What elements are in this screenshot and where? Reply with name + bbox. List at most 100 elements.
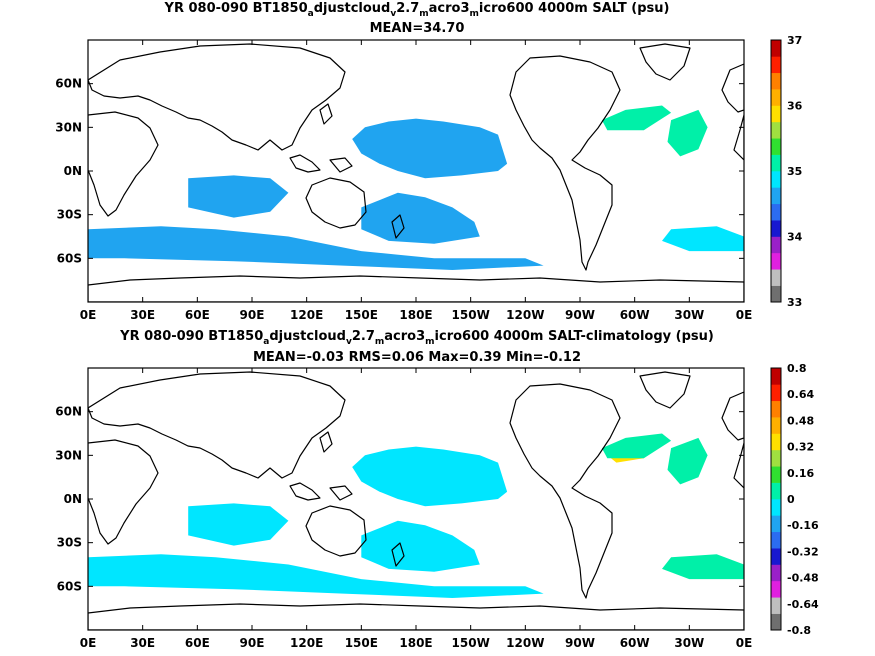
salinity-field — [88, 105, 744, 270]
title-top: YR 080-090 BT1850adjustcloudv2.7macro3mi… — [164, 1, 670, 19]
colorbar-swatch — [771, 384, 781, 402]
colorbar-tick-label: -0.8 — [787, 624, 811, 637]
panel-top: YR 080-090 BT1850adjustcloudv2.7macro3mi… — [55, 1, 802, 322]
colorbar-top: 37 36 35 34 33 — [770, 34, 803, 309]
x-tick-label: 60W — [620, 636, 650, 650]
field-region-south-atlantic — [662, 554, 744, 580]
y-tick-label: 30S — [57, 208, 82, 222]
x-tick-label: 120W — [506, 636, 544, 650]
y-tick-label: 30N — [55, 448, 82, 462]
y-tick-label: 30N — [55, 120, 82, 134]
x-tick-label: 120W — [506, 308, 544, 322]
x-tick-label: 120E — [290, 308, 323, 322]
x-tick-label: 90E — [240, 308, 265, 322]
field-region-north-atlantic-east — [667, 109, 708, 157]
colorbar-tick-label: 37 — [787, 34, 802, 47]
x-tick-label: 90E — [240, 636, 265, 650]
x-tick-label: 150W — [452, 308, 490, 322]
colorbar-tick-label: 0.8 — [787, 362, 807, 375]
y-axis-bottom: 60N 30N 0N 30S 60S — [55, 405, 744, 593]
field-region-north-atlantic-east — [667, 437, 708, 485]
field-region-indian-ocean — [188, 503, 289, 546]
colorbar-swatch — [771, 171, 781, 188]
colorbar-swatch — [771, 580, 781, 598]
y-tick-label: 60N — [55, 77, 82, 91]
colorbar-frame — [770, 39, 782, 303]
coastlines — [88, 371, 744, 630]
y-tick-label: 30S — [57, 536, 82, 550]
x-tick-label: 90W — [565, 636, 595, 650]
y-tick-label: 0N — [64, 164, 82, 178]
x-tick-label: 0E — [736, 636, 753, 650]
colorbar-swatch — [771, 466, 781, 483]
colorbar-tick-label: 34 — [787, 231, 803, 244]
colorbar-tick-label: 0.48 — [787, 414, 814, 427]
subtitle-top: MEAN=34.70 — [370, 21, 465, 36]
colorbar-tick-label: -0.16 — [787, 519, 819, 532]
x-tick-label: 30E — [130, 308, 155, 322]
x-tick-label: 180E — [399, 636, 432, 650]
x-tick-label: 120E — [290, 636, 323, 650]
field-region-north-atlantic — [601, 433, 672, 459]
coastlines — [88, 43, 744, 302]
field-region-southern-ocean — [88, 226, 544, 270]
colorbar-swatch — [771, 236, 781, 254]
x-tick-label: 0E — [80, 308, 97, 322]
colorbar-swatch — [771, 89, 781, 106]
field-region-indian-ocean — [188, 175, 289, 218]
x-tick-label: 180E — [399, 308, 432, 322]
colorbar-bottom: 0.8 0.64 0.48 0.32 0.16 0 -0.16 -0.32 -0.48 -0.64… — [770, 362, 819, 637]
x-tick-label: 90W — [565, 308, 595, 322]
colorbar-swatch — [771, 187, 781, 205]
x-tick-label: 30W — [674, 308, 704, 322]
x-tick-label: 150W — [452, 636, 490, 650]
x-tick-label: 0E — [80, 636, 97, 650]
x-axis-bottom: 0E 30E 60E 90E 120E 150E 180E 150W 120W 90W 60W 30W… — [80, 368, 753, 650]
colorbar-swatch — [771, 515, 781, 533]
colorbar-tick-label: 33 — [787, 296, 802, 309]
colorbar-swatch — [771, 597, 781, 614]
colorbar-swatch — [771, 531, 781, 549]
colorbar-tick-label: 0.64 — [787, 388, 814, 401]
x-tick-label: 30W — [674, 636, 704, 650]
colorbar-swatch — [771, 56, 781, 74]
colorbar-tick-label: -0.64 — [787, 598, 819, 611]
field-region-southern-ocean — [88, 554, 544, 598]
field-region-north-atlantic — [601, 105, 672, 131]
y-tick-label: 60S — [57, 579, 82, 593]
salinity-anomaly-field — [88, 433, 744, 598]
panel-bottom: YR 080-090 BT1850adjustcloudv2.7macro3mi… — [55, 329, 819, 650]
colorbar-swatch — [771, 285, 781, 303]
colorbar-swatch — [771, 433, 781, 451]
colorbar-swatch — [771, 220, 781, 237]
x-axis-top: 0E 30E 60E 90E 120E 150E 180E 150W 120W 90W 60W 30W… — [80, 40, 752, 322]
map-bottom — [88, 368, 744, 630]
y-tick-label: 0N — [64, 492, 82, 506]
x-tick-label: 150E — [345, 308, 378, 322]
title-bottom: YR 080-090 BT1850adjustcloudv2.7macro3mi… — [119, 329, 714, 347]
colorbar-swatch — [771, 564, 781, 582]
colorbar-frame — [770, 367, 782, 631]
colorbar-swatch — [771, 40, 781, 57]
field-region-south-pacific — [361, 520, 480, 572]
colorbar-swatch — [771, 154, 781, 172]
y-axis-top: 60N 30N 0N 30S 60S — [55, 77, 744, 265]
colorbar-swatch — [771, 138, 781, 155]
field-region-north-pacific — [352, 118, 508, 179]
colorbar-swatch — [771, 368, 781, 385]
field-region-south-atlantic — [662, 226, 744, 252]
subtitle-bottom: MEAN=-0.03 RMS=0.06 Max=0.39 Min=-0.12 — [253, 350, 581, 365]
colorbar-swatch — [771, 417, 781, 434]
field-region-south-pacific — [361, 192, 480, 244]
colorbar-swatch — [771, 482, 781, 500]
colorbar-swatch — [771, 72, 781, 90]
colorbar-swatch — [771, 499, 781, 516]
colorbar-tick-label: 0.16 — [787, 467, 814, 480]
colorbar-swatch — [771, 548, 781, 565]
colorbar-swatch — [771, 252, 781, 270]
colorbar-swatch — [771, 449, 781, 467]
colorbar-tick-label: 36 — [787, 100, 803, 113]
x-tick-label: 60W — [620, 308, 650, 322]
colorbar-swatch — [771, 203, 781, 221]
